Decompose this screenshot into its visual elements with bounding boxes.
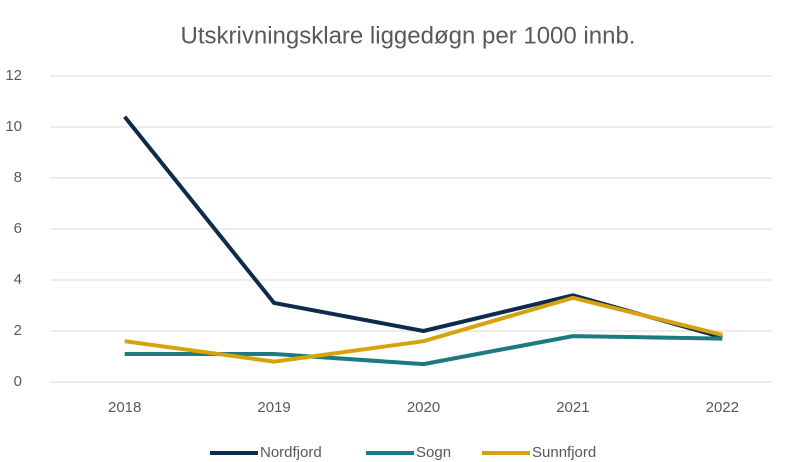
y-tick-label: 2	[14, 322, 22, 339]
x-tick-label: 2021	[556, 399, 589, 416]
x-tick-label: 2018	[108, 399, 141, 416]
y-tick-label: 12	[5, 67, 22, 84]
series-line	[123, 115, 723, 340]
legend-label: Sogn	[416, 444, 451, 461]
legend-label: Sunnfjord	[532, 444, 596, 461]
legend-label: Nordfjord	[260, 444, 322, 461]
y-tick-label: 4	[14, 271, 22, 288]
x-tick-label: 2022	[706, 399, 739, 416]
series-line	[124, 295, 723, 364]
chart-title: Utskrivningsklare liggedøgn per 1000 inn…	[181, 22, 636, 49]
x-tick-label: 2019	[257, 399, 290, 416]
y-tick-label: 0	[14, 373, 22, 390]
y-tick-label: 6	[14, 220, 22, 237]
y-tick-label: 10	[5, 118, 22, 135]
y-tick-label: 8	[14, 169, 22, 186]
x-tick-label: 2020	[407, 399, 440, 416]
